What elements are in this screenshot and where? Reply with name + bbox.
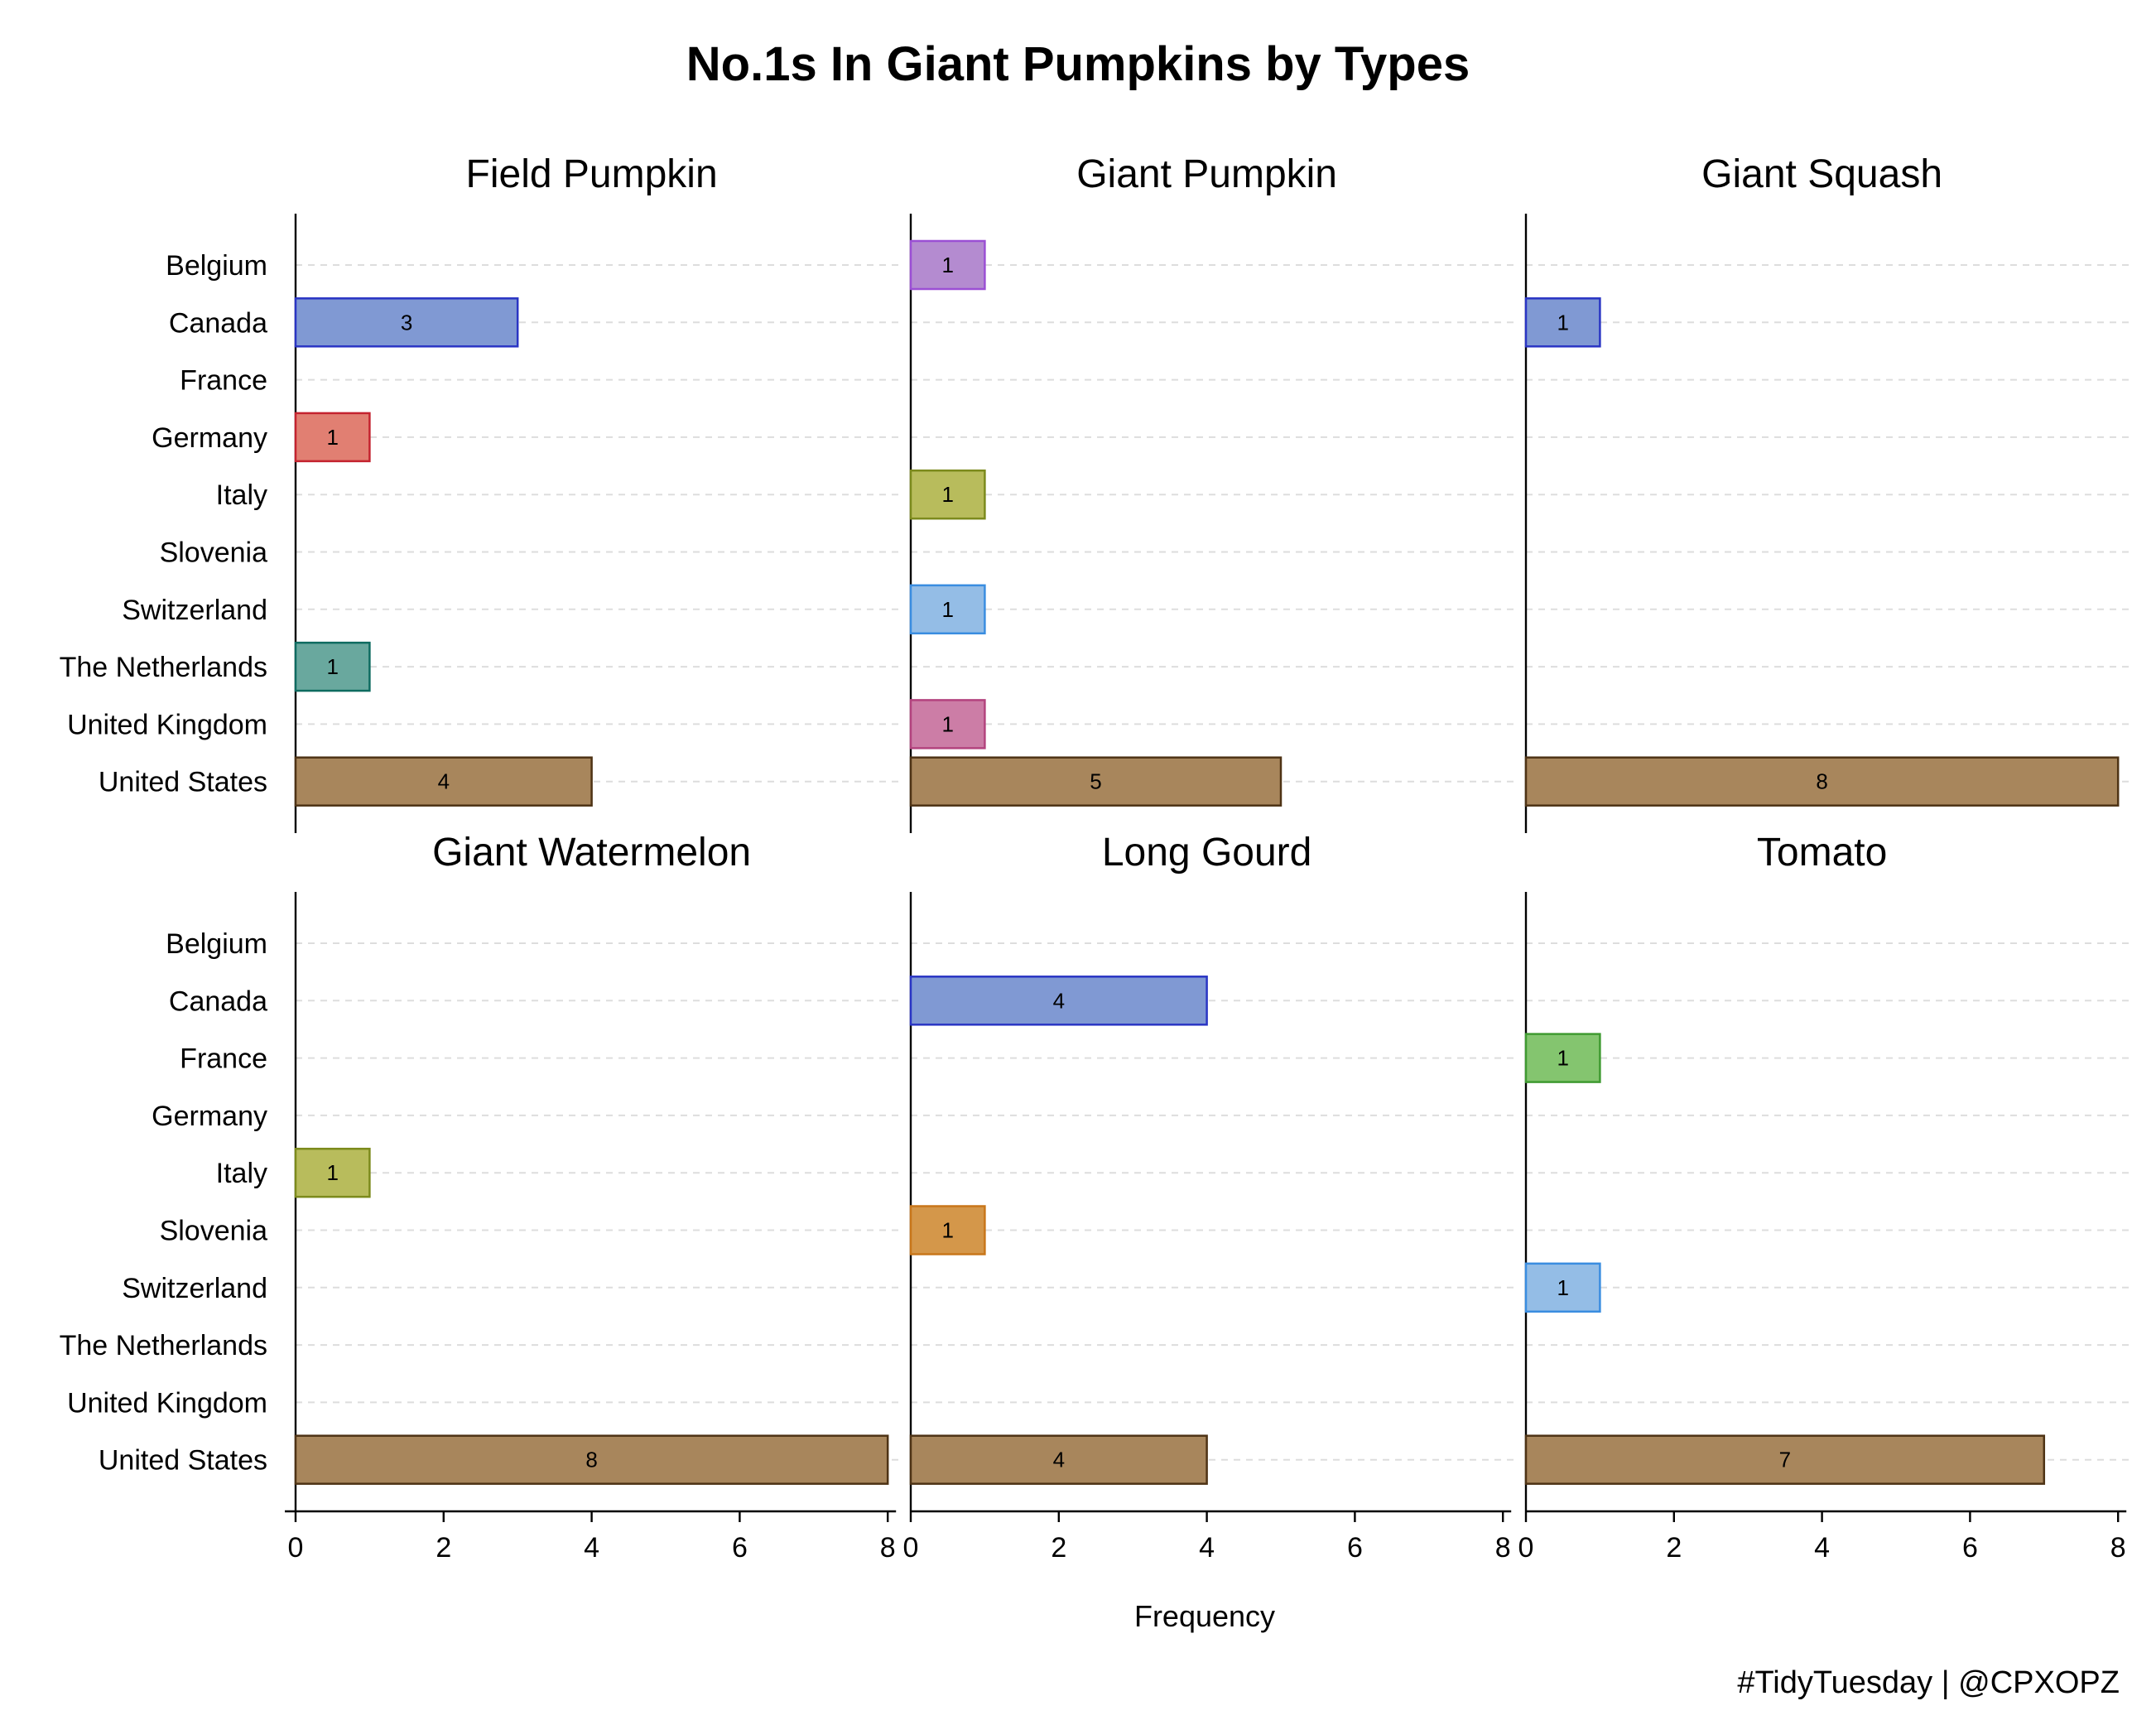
- bar: [294, 1434, 889, 1485]
- x-tick-label: 4: [584, 1532, 599, 1564]
- bar: [1524, 1033, 1601, 1083]
- y-tick-label: Belgium: [166, 928, 267, 960]
- facet-field-pumpkin: Field Pumpkin Belgium Canada France Germany I…: [60, 152, 902, 833]
- bar: [909, 699, 986, 749]
- bar-data-label: 1: [941, 597, 953, 622]
- x-tick-label: 0: [903, 1532, 919, 1564]
- bar: [1524, 1262, 1601, 1313]
- bar-data-label: 8: [1816, 769, 1827, 794]
- bar-data-label: 1: [326, 654, 338, 679]
- x-tick-label: 4: [1199, 1532, 1215, 1564]
- bar-data-label: 1: [1557, 310, 1568, 335]
- y-tick-label: United States: [99, 767, 267, 798]
- facet-title: Field Pumpkin: [466, 152, 718, 196]
- bar-data-label: 7: [1779, 1448, 1791, 1472]
- x-axis-title: Frequency: [1134, 1599, 1275, 1633]
- bar-data-label: 1: [941, 482, 953, 507]
- bar: [294, 756, 593, 807]
- y-tick-label: France: [180, 1043, 267, 1075]
- bar-data-label: 5: [1090, 769, 1101, 794]
- bar-data-label: 1: [1557, 1275, 1568, 1300]
- y-tick-label: Canada: [169, 307, 267, 339]
- y-tick-label: Canada: [169, 985, 267, 1017]
- y-tick-label: Italy: [216, 479, 267, 511]
- bar-data-label: 1: [941, 711, 953, 736]
- bar: [909, 469, 986, 520]
- y-tick-label: Slovenia: [160, 1216, 268, 1247]
- bar: [909, 976, 1208, 1026]
- bar: [1524, 1434, 2046, 1485]
- bar-data-label: 1: [941, 1218, 953, 1243]
- bar: [294, 412, 371, 463]
- y-tick-label: Switzerland: [122, 595, 267, 626]
- y-tick-label: Italy: [216, 1158, 267, 1189]
- facet-title: Giant Squash: [1701, 152, 1942, 196]
- x-tick-label: 6: [1347, 1532, 1363, 1564]
- bar-data-label: 8: [585, 1448, 597, 1472]
- facet-title: Giant Pumpkin: [1076, 152, 1337, 196]
- y-tick-label: United States: [99, 1445, 267, 1477]
- facet-panels: Field Pumpkin Belgium Canada France Germany I…: [60, 152, 2130, 1564]
- bar: [294, 641, 371, 692]
- bar-data-label: 4: [1053, 988, 1065, 1013]
- facet-giant-watermelon: Giant Watermelon Belgium Canada France Germa…: [60, 831, 902, 1564]
- facet-giant-pumpkin: Giant Pumpkin 1 1 1 1 5: [909, 152, 1518, 833]
- chart-title: No.1s In Giant Pumpkins by Types: [686, 37, 1470, 91]
- bar: [1524, 297, 1601, 348]
- facet-title: Giant Watermelon: [432, 831, 751, 875]
- facet-tomato: Tomato 1 1 7 0 2 4 6 8: [1518, 831, 2130, 1564]
- y-tick-label: Belgium: [166, 250, 267, 282]
- facet-long-gourd: Long Gourd 4 1 4 0 2 4 6 8: [903, 831, 1518, 1564]
- x-tick-label: 8: [1495, 1532, 1511, 1564]
- x-tick-label: 6: [1962, 1532, 1978, 1564]
- y-tick-label: Germany: [152, 1101, 267, 1132]
- facet-title: Long Gourd: [1102, 831, 1312, 875]
- bar-data-label: 4: [438, 769, 450, 794]
- x-tick-label: 0: [1518, 1532, 1534, 1564]
- x-tick-label: 2: [436, 1532, 451, 1564]
- bar: [294, 297, 519, 348]
- y-tick-label: Germany: [152, 422, 267, 454]
- bar: [909, 1434, 1208, 1485]
- x-tick-label: 2: [1666, 1532, 1682, 1564]
- y-tick-label: Switzerland: [122, 1273, 267, 1304]
- caption: #TidyTuesday | @CPXOPZ: [1737, 1665, 2120, 1700]
- x-tick-label: 6: [732, 1532, 748, 1564]
- y-tick-label: United Kingdom: [67, 1387, 267, 1419]
- facet-giant-squash: Giant Squash 1 8: [1524, 152, 2130, 833]
- x-tick-label: 2: [1051, 1532, 1066, 1564]
- y-tick-label: Slovenia: [160, 537, 268, 569]
- bar-data-label: 1: [1557, 1046, 1568, 1071]
- bar-data-label: 1: [326, 425, 338, 450]
- bar-data-label: 4: [1053, 1448, 1065, 1472]
- bar: [1524, 756, 2120, 807]
- facet-title: Tomato: [1757, 831, 1887, 875]
- x-tick-label: 0: [288, 1532, 304, 1564]
- x-tick-label: 4: [1814, 1532, 1830, 1564]
- x-tick-label: 8: [2110, 1532, 2126, 1564]
- bar-data-label: 1: [326, 1160, 338, 1185]
- y-tick-label: United Kingdom: [67, 709, 267, 740]
- y-tick-label: The Netherlands: [60, 1330, 267, 1361]
- bar: [909, 756, 1283, 807]
- bar: [294, 1147, 371, 1198]
- y-tick-label: The Netherlands: [60, 652, 267, 683]
- bar: [909, 1205, 986, 1255]
- bar: [909, 584, 986, 635]
- bar-data-label: 3: [401, 310, 412, 335]
- bar: [909, 239, 986, 291]
- x-tick-label: 8: [880, 1532, 896, 1564]
- bar-data-label: 1: [941, 253, 953, 277]
- y-tick-label: France: [180, 365, 267, 397]
